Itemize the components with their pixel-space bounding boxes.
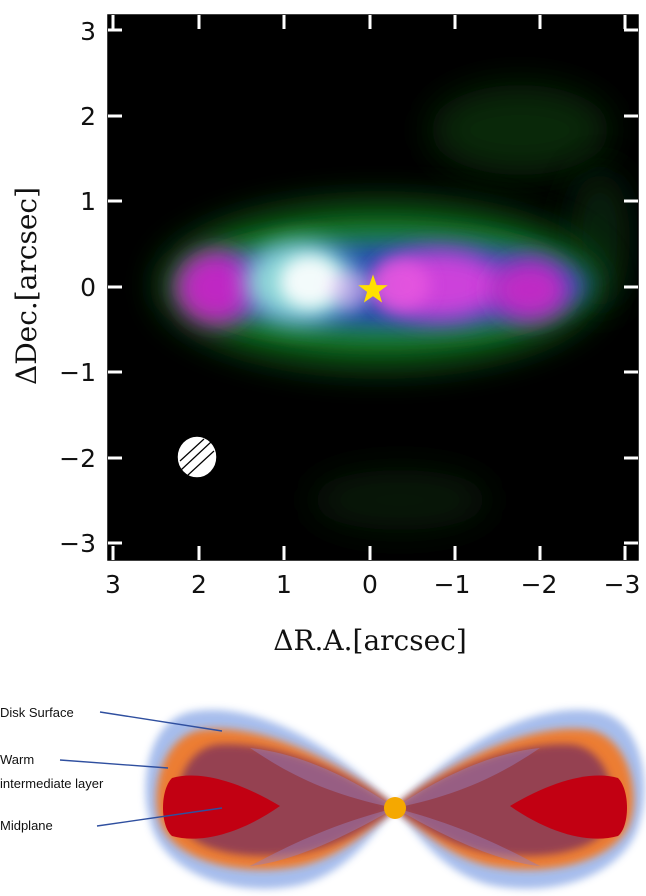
x-tick-label: 2	[191, 570, 207, 599]
y-tick-label: 0	[80, 273, 96, 302]
central-star	[384, 797, 406, 819]
x-tick-label: −2	[521, 570, 558, 599]
x-tick-label: 1	[276, 570, 292, 599]
image-plot: 3 2 1 0 −1 −2 −3 3 2 1 0 −1 −2 −3 ΔR.A.[…	[10, 14, 640, 657]
star-icon	[358, 274, 388, 303]
beam-ellipse	[176, 435, 218, 479]
x-tick-label: −1	[434, 570, 471, 599]
y-tick-label: −1	[59, 358, 96, 387]
emission-map	[160, 85, 630, 530]
x-tick-label: −3	[604, 570, 641, 599]
pointer-disk-surface	[99, 711, 223, 732]
x-tick-labels: 3 2 1 0 −1 −2 −3	[105, 570, 640, 599]
pointer-warm-layer	[59, 759, 169, 769]
disk-schematic: Disk Surface Warm intermediate layer Mid…	[0, 705, 645, 889]
x-axis-ticks	[111, 15, 627, 560]
y-tick-label: −3	[59, 529, 96, 558]
label-warm-line2: intermediate layer	[0, 776, 104, 791]
y-axis-ticks	[108, 28, 638, 545]
pointer-midplane	[96, 807, 223, 827]
label-warm-line1: Warm	[0, 752, 34, 767]
x-tick-label: 3	[105, 570, 121, 599]
label-midplane: Midplane	[0, 818, 53, 833]
left-disk-lobe	[145, 709, 395, 889]
y-tick-label: 2	[80, 102, 96, 131]
label-disk-surface: Disk Surface	[0, 705, 74, 720]
y-axis-label: ΔDec.[arcsec]	[10, 187, 43, 385]
y-tick-label: 1	[80, 187, 96, 216]
x-axis-label: ΔR.A.[arcsec]	[273, 624, 467, 657]
right-disk-lobe	[395, 709, 645, 889]
y-tick-label: 3	[80, 17, 96, 46]
x-tick-label: 0	[362, 570, 378, 599]
y-tick-label: −2	[59, 444, 96, 473]
y-tick-labels: 3 2 1 0 −1 −2 −3	[59, 17, 96, 558]
